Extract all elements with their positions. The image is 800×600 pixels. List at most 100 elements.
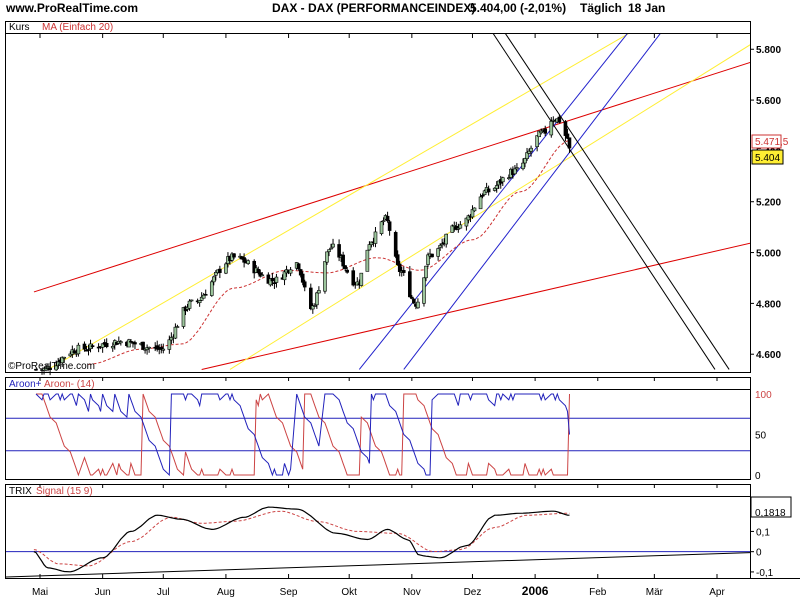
candle-up bbox=[325, 251, 329, 263]
aroon-minus-legend: Aroon- (14) bbox=[44, 379, 95, 390]
trend-lines bbox=[33, 34, 750, 370]
candle-up bbox=[76, 344, 81, 355]
price-tick-label: 4.800 bbox=[756, 299, 781, 310]
x-tick-label: Sep bbox=[280, 587, 298, 598]
candle-up bbox=[525, 152, 529, 159]
candle-down bbox=[302, 281, 307, 288]
candle-down bbox=[159, 347, 164, 350]
candle-up bbox=[500, 177, 505, 183]
candle-up bbox=[268, 278, 273, 286]
candle-up bbox=[331, 243, 335, 248]
candle-up bbox=[426, 254, 430, 265]
x-tick-label: Dez bbox=[464, 587, 482, 598]
instrument-name: DAX - DAX (PERFORMANCEINDEX) bbox=[272, 1, 476, 15]
candle-up bbox=[450, 225, 455, 233]
candle-up bbox=[68, 353, 73, 357]
candle-down bbox=[82, 343, 87, 350]
candle-up bbox=[56, 361, 60, 367]
aroon-tick-label: 100 bbox=[755, 390, 772, 401]
candle-up bbox=[452, 225, 457, 227]
candle-up bbox=[436, 248, 440, 257]
price-tick-label: 4.600 bbox=[756, 350, 781, 361]
signal-line bbox=[33, 510, 570, 567]
candle-up bbox=[167, 339, 172, 350]
candle-up bbox=[313, 305, 317, 307]
candle-down bbox=[557, 116, 562, 123]
candle-down bbox=[480, 195, 485, 197]
candle-down bbox=[563, 121, 568, 136]
trix-value-box bbox=[750, 496, 792, 518]
candle-up bbox=[472, 207, 477, 212]
candle-down bbox=[543, 128, 548, 134]
trix-tick-label: 0,1 bbox=[756, 527, 770, 538]
candle-down bbox=[90, 345, 95, 347]
x-tick-label: Mär bbox=[646, 587, 664, 598]
candle-up bbox=[46, 366, 50, 369]
aroon-panel bbox=[5, 377, 751, 480]
candle-down bbox=[272, 282, 277, 284]
candle-down bbox=[298, 269, 303, 276]
candle-down bbox=[337, 244, 341, 258]
candle-down bbox=[86, 349, 91, 351]
aroon-indicator: 0 50 100 bbox=[6, 390, 772, 482]
candle-up bbox=[416, 301, 420, 309]
candle-up bbox=[373, 231, 378, 244]
candle-up bbox=[100, 343, 105, 348]
candle-down bbox=[218, 268, 222, 273]
last-close-label: 5.404 bbox=[755, 153, 780, 164]
candle-up bbox=[369, 241, 374, 245]
candle-down bbox=[258, 272, 263, 277]
candle-up bbox=[438, 245, 442, 248]
candle-up bbox=[444, 233, 449, 245]
ma-value-label: 5.471,5 bbox=[755, 137, 789, 148]
x-tick-label: Mai bbox=[32, 587, 48, 598]
candle-down bbox=[155, 345, 160, 350]
candle-up bbox=[507, 177, 511, 180]
candle-down bbox=[341, 254, 345, 267]
candle-down bbox=[256, 268, 261, 274]
candle-up bbox=[513, 168, 517, 175]
candle-up bbox=[260, 274, 265, 277]
x-tick-label: 2006 bbox=[522, 584, 549, 598]
candle-down bbox=[308, 287, 313, 310]
candle-up bbox=[478, 196, 483, 210]
candle-up bbox=[424, 265, 428, 279]
candle-up bbox=[54, 365, 58, 371]
candle-down bbox=[141, 341, 145, 350]
aroon-plus-line bbox=[35, 392, 570, 477]
trix-tick-label: -0,1 bbox=[756, 568, 774, 579]
candle-up bbox=[187, 300, 192, 309]
candle-up bbox=[173, 326, 178, 339]
candle-up bbox=[539, 130, 543, 134]
aroon-plus-legend: Aroon+ bbox=[9, 379, 42, 390]
trend-line-black bbox=[492, 34, 716, 370]
candle-up bbox=[470, 209, 475, 218]
candle-up bbox=[365, 249, 370, 272]
trix-indicator: -0,1 0 0,1 bbox=[5, 506, 774, 579]
quote-value: 5.404,00 (-2,01%) bbox=[470, 1, 567, 15]
price-tick-label: 5.200 bbox=[756, 198, 781, 209]
candle-up bbox=[466, 215, 471, 221]
candle-down bbox=[565, 133, 570, 139]
period-label: Täglich bbox=[580, 1, 623, 15]
quote-date: 18 Jan bbox=[628, 1, 666, 15]
candle-up bbox=[199, 296, 204, 301]
candle-up bbox=[224, 263, 228, 274]
candle-up bbox=[211, 276, 216, 283]
candle-up bbox=[464, 217, 469, 227]
candle-down bbox=[430, 253, 434, 258]
moving-average bbox=[88, 140, 570, 365]
trix-tick-label: 0 bbox=[756, 548, 762, 559]
x-tick-label: Nov bbox=[403, 587, 421, 598]
candle-up bbox=[311, 305, 315, 310]
candle-up bbox=[169, 336, 174, 341]
candle-up bbox=[62, 356, 67, 359]
x-tick-label: Jun bbox=[95, 587, 111, 598]
candle-down bbox=[34, 368, 38, 371]
trend-line-red bbox=[33, 62, 750, 293]
candle-up bbox=[329, 247, 333, 250]
candle-up bbox=[214, 272, 218, 276]
